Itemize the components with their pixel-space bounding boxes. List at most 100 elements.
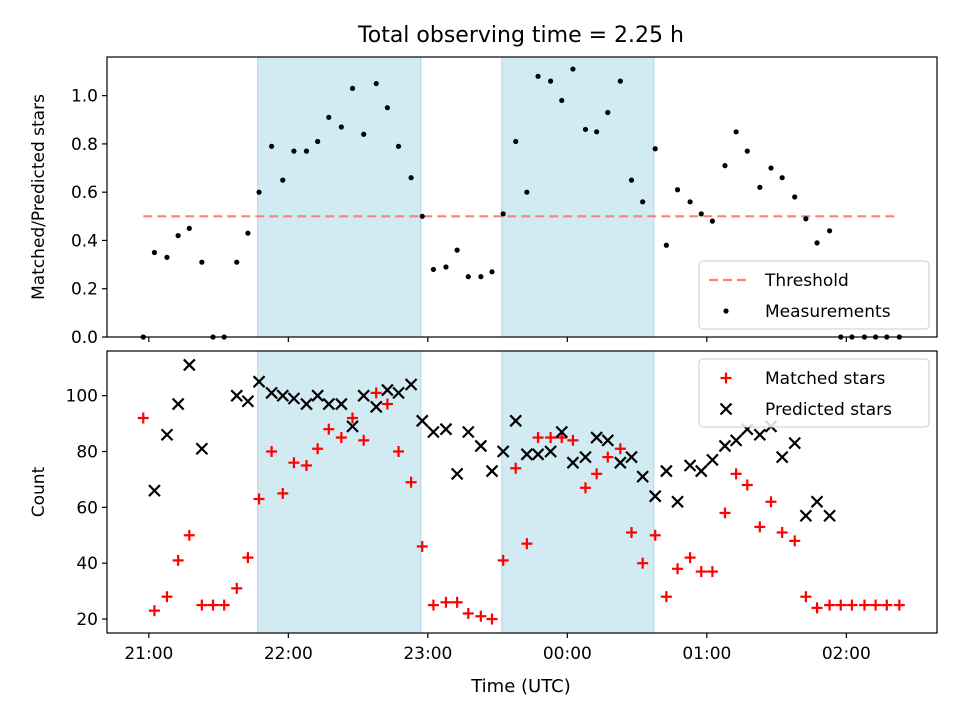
- predicted-stars-marker-stroke: [252, 375, 266, 388]
- measurements-marker: [687, 199, 693, 205]
- predicted-stars-marker: [788, 436, 801, 450]
- y-tick-label: 0.4: [71, 231, 98, 251]
- predicted-stars-marker: [335, 397, 348, 411]
- y-axis-label: Matched/Predicted stars: [29, 94, 49, 300]
- matched-stars-marker: [300, 459, 312, 471]
- predicted-stars-marker-stroke: [485, 464, 499, 478]
- matched-stars-marker: [858, 599, 870, 611]
- predicted-stars-marker-stroke: [625, 450, 638, 464]
- measurements-marker: [280, 177, 286, 183]
- matched-stars-marker: [172, 554, 184, 566]
- predicted-stars-marker-stroke: [265, 386, 278, 400]
- predicted-stars-marker: [160, 428, 174, 442]
- measurements-marker: [628, 177, 635, 183]
- predicted-stars-marker: [230, 389, 244, 402]
- matched-stars-marker: [637, 557, 649, 569]
- predicted-stars-marker: [462, 425, 475, 439]
- matched-stars-marker: [521, 538, 533, 550]
- predicted-stars-marker: [427, 425, 440, 439]
- predicted-stars-marker: [496, 445, 510, 458]
- predicted-stars-marker: [810, 495, 824, 509]
- matched-stars-marker: [405, 476, 417, 488]
- predicted-stars-marker-stroke: [404, 378, 418, 391]
- predicted-stars-marker: [381, 383, 394, 397]
- matched-stars-marker: [614, 443, 626, 455]
- predicted-stars-marker: [509, 414, 523, 428]
- measurements-marker: [234, 259, 240, 265]
- predicted-stars-marker-stroke: [775, 450, 789, 464]
- matched-stars-marker: [161, 591, 173, 603]
- matched-stars-marker: [695, 566, 707, 578]
- measurements-marker: [361, 131, 367, 137]
- predicted-stars-marker-stroke: [810, 495, 824, 509]
- predicted-stars-marker-stroke: [706, 453, 719, 467]
- legend-label: Matched stars: [765, 369, 885, 389]
- predicted-stars-marker-stroke: [241, 394, 255, 408]
- matched-stars-marker: [567, 434, 579, 446]
- shaded-region: [257, 56, 422, 338]
- matched-stars-marker: [545, 432, 557, 444]
- axes-frame: [106, 350, 938, 634]
- matched-stars-marker: [660, 591, 672, 603]
- matched-stars-marker: [312, 443, 324, 455]
- measurements-marker: [803, 216, 809, 222]
- matched-stars-marker: [196, 599, 208, 611]
- predicted-stars-marker-stroke: [183, 358, 196, 372]
- predicted-stars-marker: [636, 470, 649, 483]
- matched-stars-marker: [824, 599, 836, 611]
- measurements-marker: [489, 269, 495, 275]
- predicted-stars-marker-stroke: [230, 389, 244, 402]
- matched-stars-marker: [266, 446, 278, 458]
- measurements-marker: [199, 259, 205, 265]
- legend-label: Predicted stars: [765, 400, 892, 420]
- measurements-marker: [768, 165, 774, 171]
- predicted-stars-marker-stroke: [753, 428, 767, 442]
- y-tick-label: 80: [76, 443, 98, 463]
- matched-stars-marker: [497, 554, 509, 566]
- measurements-marker: [559, 97, 565, 104]
- measurements-marker: [419, 213, 425, 219]
- predicted-stars-marker: [311, 389, 324, 402]
- predicted-stars-marker: [369, 400, 383, 414]
- predicted-stars-marker: [404, 378, 418, 391]
- predicted-stars-marker: [683, 459, 697, 472]
- predicted-stars-marker: [555, 425, 569, 439]
- measurements-marker: [640, 199, 646, 205]
- predicted-stars-marker-stroke: [531, 448, 545, 461]
- predicted-stars-marker: [300, 397, 313, 411]
- x-tick-label: 00:00: [543, 644, 592, 664]
- measurements-marker: [303, 148, 310, 154]
- plot-markers: [137, 358, 905, 625]
- measurements-marker: [291, 148, 297, 154]
- matched-stars-marker: [242, 552, 254, 564]
- predicted-stars-marker-stroke: [509, 414, 523, 428]
- matched-stars-marker: [347, 412, 359, 424]
- predicted-stars-marker: [823, 509, 836, 523]
- y-tick-label: 0.0: [71, 328, 98, 348]
- predicted-stars-marker: [601, 434, 615, 447]
- x-tick-label: 02:00: [822, 644, 871, 664]
- legend-box: [698, 260, 930, 330]
- predicted-stars-marker-stroke: [566, 456, 580, 469]
- measurements-marker: [733, 129, 739, 135]
- matched-stars-marker: [451, 596, 463, 608]
- predicted-stars-marker: [799, 509, 813, 523]
- legend-label: Measurements: [765, 302, 891, 322]
- measurements-marker: [338, 124, 344, 130]
- predicted-stars-marker: [148, 484, 161, 497]
- y-tick-label: 1.0: [71, 87, 98, 107]
- count-panel: 20 40 60 80 100 21:00 22:00 23:00 00:00 01:00 02:0…: [29, 350, 938, 664]
- predicted-stars-marker: [439, 422, 453, 436]
- matched-stars-marker: [800, 591, 812, 603]
- predicted-stars-marker: [474, 439, 488, 453]
- predicted-stars-marker: [195, 442, 209, 456]
- predicted-stars-marker: [241, 394, 255, 408]
- predicted-stars-marker-stroke: [544, 445, 557, 458]
- measurements-marker: [326, 114, 332, 120]
- matched-stars-marker: [754, 521, 766, 533]
- predicted-stars-marker-stroke: [579, 450, 592, 464]
- measurements-marker: [395, 143, 402, 149]
- predicted-stars-marker-stroke: [392, 386, 405, 400]
- matched-stars-marker: [579, 482, 591, 494]
- predicted-stars-marker: [531, 448, 545, 461]
